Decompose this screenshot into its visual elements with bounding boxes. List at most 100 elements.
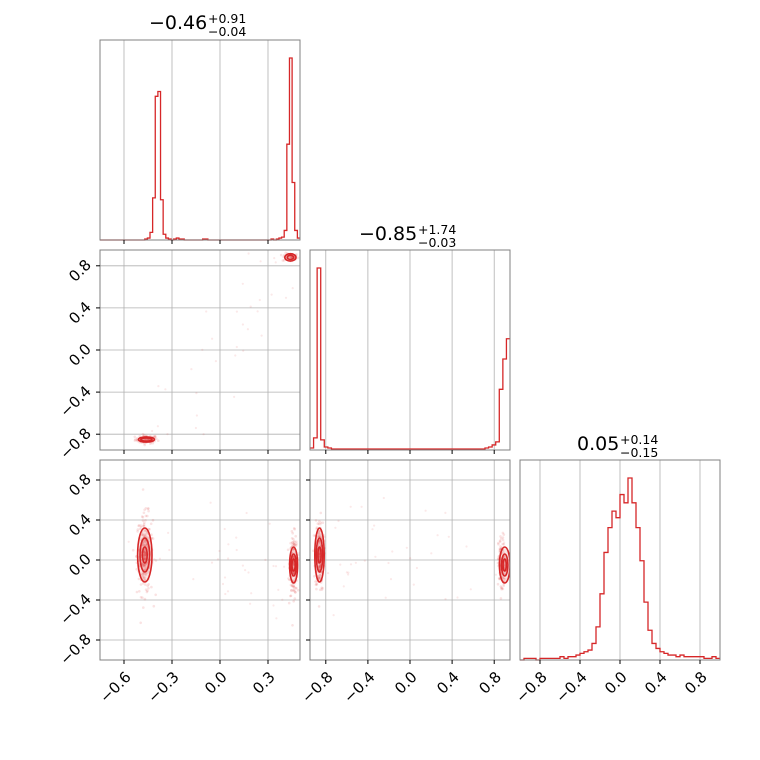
sample-point xyxy=(136,528,140,531)
sample-point xyxy=(305,555,307,557)
sample-point xyxy=(290,537,294,540)
sample-point xyxy=(223,576,227,579)
sample-point xyxy=(143,553,147,556)
sample-point xyxy=(141,488,145,491)
x-tick-label: −0.8 xyxy=(512,668,550,706)
sample-point xyxy=(424,509,427,512)
sample-point xyxy=(195,392,198,395)
sample-point xyxy=(501,587,505,591)
sample-point xyxy=(318,576,321,580)
sample-point xyxy=(138,527,142,531)
sample-point xyxy=(292,584,296,588)
x-tick-label: 0.4 xyxy=(641,668,671,698)
sample-point xyxy=(141,515,145,519)
x-tick-label: −0.3 xyxy=(144,668,182,706)
sample-point xyxy=(318,534,321,537)
sample-point xyxy=(260,334,263,337)
sample-point xyxy=(319,523,322,526)
sample-point xyxy=(144,555,147,559)
sample-point xyxy=(312,549,315,553)
sample-point xyxy=(235,536,238,539)
sample-point xyxy=(360,505,363,508)
sample-point xyxy=(143,578,147,582)
contours-panel-2 xyxy=(136,527,299,584)
sample-point xyxy=(415,566,418,570)
sample-point xyxy=(142,554,146,557)
sample-point xyxy=(284,251,288,255)
sample-point xyxy=(146,536,149,539)
sample-point xyxy=(347,571,350,574)
sample-point xyxy=(317,605,321,608)
sample-point xyxy=(315,583,319,586)
sample-point xyxy=(345,571,348,574)
sample-point xyxy=(144,539,147,543)
sample-point xyxy=(469,588,472,591)
sample-point xyxy=(281,259,285,262)
sample-point xyxy=(318,564,322,568)
y-tick-label: −0.8 xyxy=(56,630,94,668)
sample-point xyxy=(151,441,155,445)
sample-point xyxy=(497,577,501,580)
sample-point xyxy=(409,557,412,560)
sample-point xyxy=(317,522,321,526)
panel-frame xyxy=(99,39,301,241)
y-tick-label: 0.8 xyxy=(65,470,95,500)
sample-point xyxy=(258,298,261,302)
sample-point xyxy=(318,573,322,577)
grid-layer xyxy=(100,40,701,660)
sample-point xyxy=(144,514,148,518)
sample-point xyxy=(154,559,158,562)
sample-point xyxy=(256,310,259,313)
x-tick-label: 0.8 xyxy=(475,668,505,698)
sample-point xyxy=(142,524,145,528)
sample-point xyxy=(294,534,298,538)
sample-point xyxy=(139,621,142,625)
sample-point xyxy=(148,452,150,454)
sample-point xyxy=(497,541,500,545)
sample-point xyxy=(218,549,221,553)
sample-point xyxy=(500,586,504,590)
sample-point xyxy=(284,296,288,299)
sample-point xyxy=(224,592,227,596)
sample-point xyxy=(289,583,293,587)
sample-point xyxy=(313,575,316,578)
param-2-title-plus: +1.74 xyxy=(418,222,456,237)
sample-point xyxy=(142,524,146,528)
sample-point xyxy=(153,435,157,438)
sample-point xyxy=(143,553,146,557)
sample-point xyxy=(447,535,450,538)
scatter-panel-3 xyxy=(312,496,507,617)
sample-point xyxy=(141,574,145,578)
sample-point xyxy=(216,558,220,561)
param-1-title-minus: −0.04 xyxy=(208,24,246,39)
sample-point xyxy=(293,585,296,589)
sample-point xyxy=(164,388,167,391)
sample-point xyxy=(146,584,149,588)
sample-point xyxy=(314,583,318,587)
sample-point xyxy=(142,534,145,538)
sample-point xyxy=(334,526,337,529)
density-contour xyxy=(317,546,322,564)
sample-point xyxy=(291,287,294,290)
sample-point xyxy=(373,524,376,527)
sample-point xyxy=(292,572,295,575)
sample-point xyxy=(142,563,146,567)
sample-point xyxy=(142,523,146,526)
sample-point xyxy=(241,282,244,285)
sample-point xyxy=(465,545,468,548)
sample-point xyxy=(500,537,503,540)
sample-point xyxy=(502,577,506,580)
sample-point xyxy=(321,586,324,590)
y-tick-label: 0.0 xyxy=(65,340,95,370)
sample-point xyxy=(294,587,298,590)
sample-point xyxy=(318,529,322,533)
sample-point xyxy=(287,577,290,580)
sample-point xyxy=(247,571,250,574)
x-tick-label: −0.4 xyxy=(552,668,590,706)
sample-point xyxy=(143,557,147,561)
sample-point xyxy=(291,541,294,544)
sample-point xyxy=(201,348,204,351)
sample-point xyxy=(332,614,335,617)
sample-point xyxy=(245,511,248,515)
sample-point xyxy=(143,557,147,561)
